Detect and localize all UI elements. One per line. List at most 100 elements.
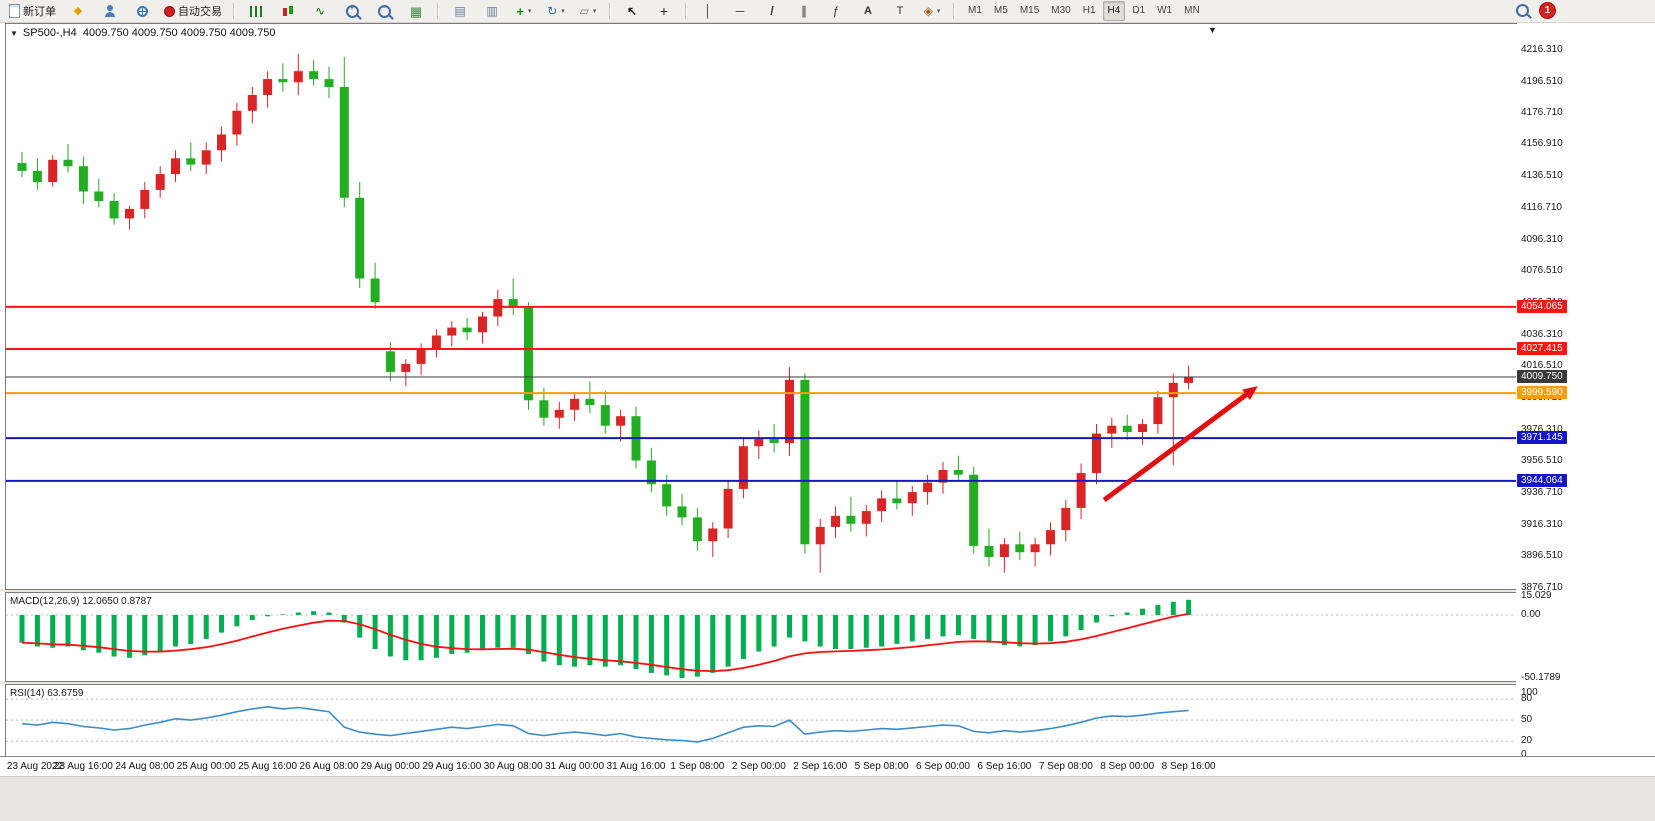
horizontal-line-icon: ─: [735, 4, 745, 18]
annotation-arrow[interactable]: [1102, 388, 1253, 503]
price-axis-label: 3916.310: [1521, 518, 1563, 530]
macd-label: MACD(12,26,9) 12.0650 0.8787: [10, 596, 152, 607]
macd-axis-label: 0.00: [1521, 609, 1541, 620]
new-order-button[interactable]: 新订单: [4, 0, 61, 22]
channel-tool[interactable]: ∥: [789, 0, 819, 22]
fibonacci-icon: ƒ: [832, 4, 840, 18]
price-axis-label: 3976.310: [1521, 423, 1563, 435]
toolbar: 新订单 ◆ 自动交易 ∿ + − ▦ ▤ ▥ + ▾ ↻ ▾ ▱ ▾ ↖ + │ ─ …: [0, 0, 1655, 23]
price-axis-label: 3936.710: [1521, 486, 1563, 498]
price-axis-label: 4096.310: [1521, 234, 1563, 245]
hline-price-tag[interactable]: 4027.415: [1517, 342, 1567, 355]
price-axis-label: 4216.310: [1521, 44, 1563, 56]
candle: [723, 481, 733, 538]
chevron-down-icon: ▾: [561, 8, 565, 15]
current-price-tag[interactable]: 4009.750: [1517, 370, 1567, 383]
timeframe-button-mn[interactable]: MN: [1184, 5, 1200, 16]
search-icon[interactable]: [1516, 4, 1529, 17]
notification-badge[interactable]: 1: [1540, 3, 1555, 18]
candle: [677, 493, 687, 526]
candle: [877, 490, 887, 523]
autotrading-button[interactable]: 自动交易: [159, 0, 227, 22]
metaquotes-button[interactable]: ◆: [63, 0, 93, 22]
horizontal-line-tool[interactable]: ─: [725, 0, 755, 22]
hline-price-tag[interactable]: 3971.145: [1517, 431, 1567, 445]
rsi-axis-label: 0: [1521, 749, 1527, 761]
cursor-button[interactable]: ↖: [617, 0, 647, 22]
rsi-panel[interactable]: [6, 685, 1516, 756]
templates-button[interactable]: ▱ ▾: [573, 0, 603, 22]
community-button[interactable]: [95, 0, 125, 22]
tile-windows-button[interactable]: ▦: [401, 0, 431, 22]
macd-panel[interactable]: [6, 593, 1516, 681]
text-tool[interactable]: A: [853, 0, 883, 22]
candle: [324, 66, 334, 99]
price-axis-label: 4016.510: [1521, 360, 1563, 372]
candle: [1030, 538, 1040, 567]
price-axis[interactable]: 4216.310 4196.510 4176.710 4156.910 4136.510…: [1516, 24, 1655, 760]
trendline-tool[interactable]: /: [757, 0, 787, 22]
timeframe-button-m15[interactable]: M15: [1019, 5, 1040, 16]
timeframe-button-d1[interactable]: D1: [1132, 5, 1146, 16]
timeframe-button-m30[interactable]: M30: [1051, 5, 1071, 16]
candle: [1153, 390, 1163, 434]
text-icon: A: [864, 4, 872, 17]
vertical-line-tool[interactable]: │: [693, 0, 723, 22]
panel-splitter[interactable]: [0, 589, 1655, 592]
timeframe-button-m1[interactable]: M1: [968, 5, 982, 16]
hline-price-tag[interactable]: 3944.064: [1517, 473, 1567, 487]
autotrading-label: 自动交易: [178, 6, 222, 18]
time-axis[interactable]: 23 Aug 2022 23 Aug 16:00 24 Aug 08:00 25 Au…: [0, 756, 1655, 777]
shapes-tool[interactable]: ◈ ▾: [917, 0, 947, 22]
web-globe-icon: [136, 5, 148, 17]
timeframe-button-w1[interactable]: W1: [1157, 5, 1173, 16]
candlestick-chart-button[interactable]: [273, 0, 303, 22]
time-axis-label: 2 Sep 00:00: [731, 761, 786, 772]
cascade-windows-button[interactable]: ▤: [445, 0, 475, 22]
timeframe-button-h1[interactable]: H1: [1082, 5, 1096, 16]
hline-price-tag[interactable]: 4054.065: [1517, 299, 1567, 313]
candle: [140, 182, 150, 219]
website-button[interactable]: [127, 0, 157, 22]
new-chart-button[interactable]: + ▾: [509, 0, 539, 22]
candlestick-chart[interactable]: [6, 24, 1516, 589]
profiles-cycle-icon: ↻: [547, 4, 558, 18]
timeframe-button-h4[interactable]: H4: [1102, 1, 1126, 21]
line-chart-button[interactable]: ∿: [305, 0, 335, 22]
new-chart-icon: +: [516, 3, 525, 19]
macd-histogram: [19, 599, 1192, 679]
zoom-in-button[interactable]: +: [337, 0, 367, 22]
profiles-button[interactable]: ↻ ▾: [541, 0, 571, 22]
zoom-out-button[interactable]: −: [369, 0, 399, 22]
time-axis-label: 23 Aug 2022: [6, 761, 64, 772]
candle: [339, 57, 349, 208]
bar-chart-button[interactable]: [241, 0, 271, 22]
one-click-trading-toggle[interactable]: ▼: [10, 29, 18, 38]
tile-vertical-button[interactable]: ▥: [477, 0, 507, 22]
metaquotes-icon: ◆: [73, 4, 83, 17]
candlestick-icon: [282, 5, 295, 18]
candle: [692, 507, 702, 551]
panel-splitter[interactable]: [0, 681, 1655, 684]
time-axis-label: 8 Sep 00:00: [1100, 761, 1155, 772]
chart-shift-marker[interactable]: ▼: [1208, 25, 1217, 35]
fibonacci-tool[interactable]: ƒ: [821, 0, 851, 22]
hline-price-tag[interactable]: 3999.590: [1517, 386, 1567, 400]
candle: [232, 102, 242, 146]
candle: [524, 302, 533, 410]
price-axis-label: 4196.510: [1521, 75, 1563, 87]
candle: [846, 496, 856, 532]
cascade-windows-icon: ▤: [454, 4, 466, 18]
tile-vertical-icon: ▥: [486, 4, 498, 18]
candle: [831, 506, 840, 538]
cursor-arrow-icon: ↖: [626, 4, 638, 18]
candle: [1107, 417, 1117, 448]
label-tool[interactable]: T: [885, 0, 915, 22]
zoom-in-icon: +: [345, 2, 359, 18]
time-axis-label: 25 Aug 16:00: [238, 761, 298, 772]
crosshair-button[interactable]: +: [649, 0, 679, 22]
vertical-line-icon: │: [704, 4, 712, 18]
timeframe-button-m5[interactable]: M5: [993, 5, 1008, 16]
candle: [201, 142, 211, 175]
